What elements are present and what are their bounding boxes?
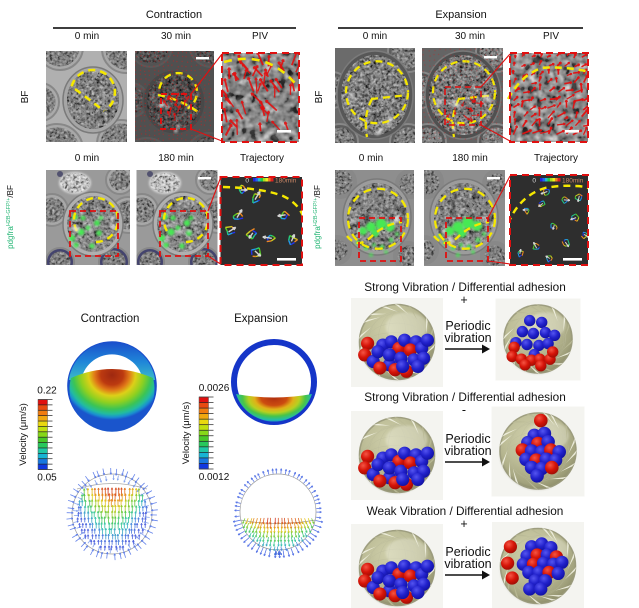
svg-text:0: 0 xyxy=(245,178,249,185)
svg-text:180 min: 180 min xyxy=(452,153,488,164)
svg-text:0: 0 xyxy=(532,178,536,185)
svg-text:Strong Vibration / Differentia: Strong Vibration / Differential adhesion xyxy=(364,280,566,294)
svg-text:Contraction: Contraction xyxy=(81,313,140,325)
svg-text:30 min: 30 min xyxy=(455,31,485,42)
svg-text:30 min: 30 min xyxy=(161,31,191,42)
svg-text:Expansion: Expansion xyxy=(435,9,486,21)
svg-text:Weak Vibration / Differential: Weak Vibration / Differential adhesion xyxy=(367,504,564,518)
svg-text:180 min: 180 min xyxy=(158,153,194,164)
svg-text:BF: BF xyxy=(20,91,31,104)
svg-text:vibration: vibration xyxy=(444,331,491,345)
svg-text:vibration: vibration xyxy=(444,444,491,458)
svg-text:PIV: PIV xyxy=(252,31,268,42)
svg-text:0 min: 0 min xyxy=(363,31,387,42)
svg-text:Periodic: Periodic xyxy=(445,432,490,446)
svg-text:180min: 180min xyxy=(275,178,297,185)
svg-text:Expansion: Expansion xyxy=(234,313,288,325)
svg-text:Contraction: Contraction xyxy=(146,9,202,21)
svg-text:0.0012: 0.0012 xyxy=(199,472,230,483)
svg-text:0 min: 0 min xyxy=(359,153,383,164)
svg-text:BF: BF xyxy=(314,91,325,104)
svg-text:0 min: 0 min xyxy=(75,153,99,164)
svg-text:vibration: vibration xyxy=(444,557,491,571)
svg-text:pdgfraH2B-GFP/+/BF: pdgfraH2B-GFP/+/BF xyxy=(313,185,322,249)
svg-text:180min: 180min xyxy=(562,178,584,185)
svg-text:+: + xyxy=(460,293,467,307)
svg-text:0.22: 0.22 xyxy=(37,386,57,397)
svg-text:PIV: PIV xyxy=(543,31,559,42)
svg-text:Velocity (μm/s): Velocity (μm/s) xyxy=(18,403,29,465)
svg-text:Trajectory: Trajectory xyxy=(240,153,284,164)
svg-text:0.0026: 0.0026 xyxy=(199,383,230,394)
svg-text:Periodic: Periodic xyxy=(445,319,490,333)
svg-text:0 min: 0 min xyxy=(75,31,99,42)
svg-text:+: + xyxy=(460,517,467,531)
svg-text:Velocity (μm/s): Velocity (μm/s) xyxy=(181,402,192,464)
svg-text:Trajectory: Trajectory xyxy=(534,153,578,164)
svg-text:Periodic: Periodic xyxy=(445,545,490,559)
svg-text:0.05: 0.05 xyxy=(37,473,57,484)
svg-text:-: - xyxy=(462,403,466,417)
svg-text:Strong Vibration / Differentia: Strong Vibration / Differential adhesion xyxy=(364,390,566,404)
svg-text:pdgfraH2B-GFP/+/BF: pdgfraH2B-GFP/+/BF xyxy=(6,185,15,249)
